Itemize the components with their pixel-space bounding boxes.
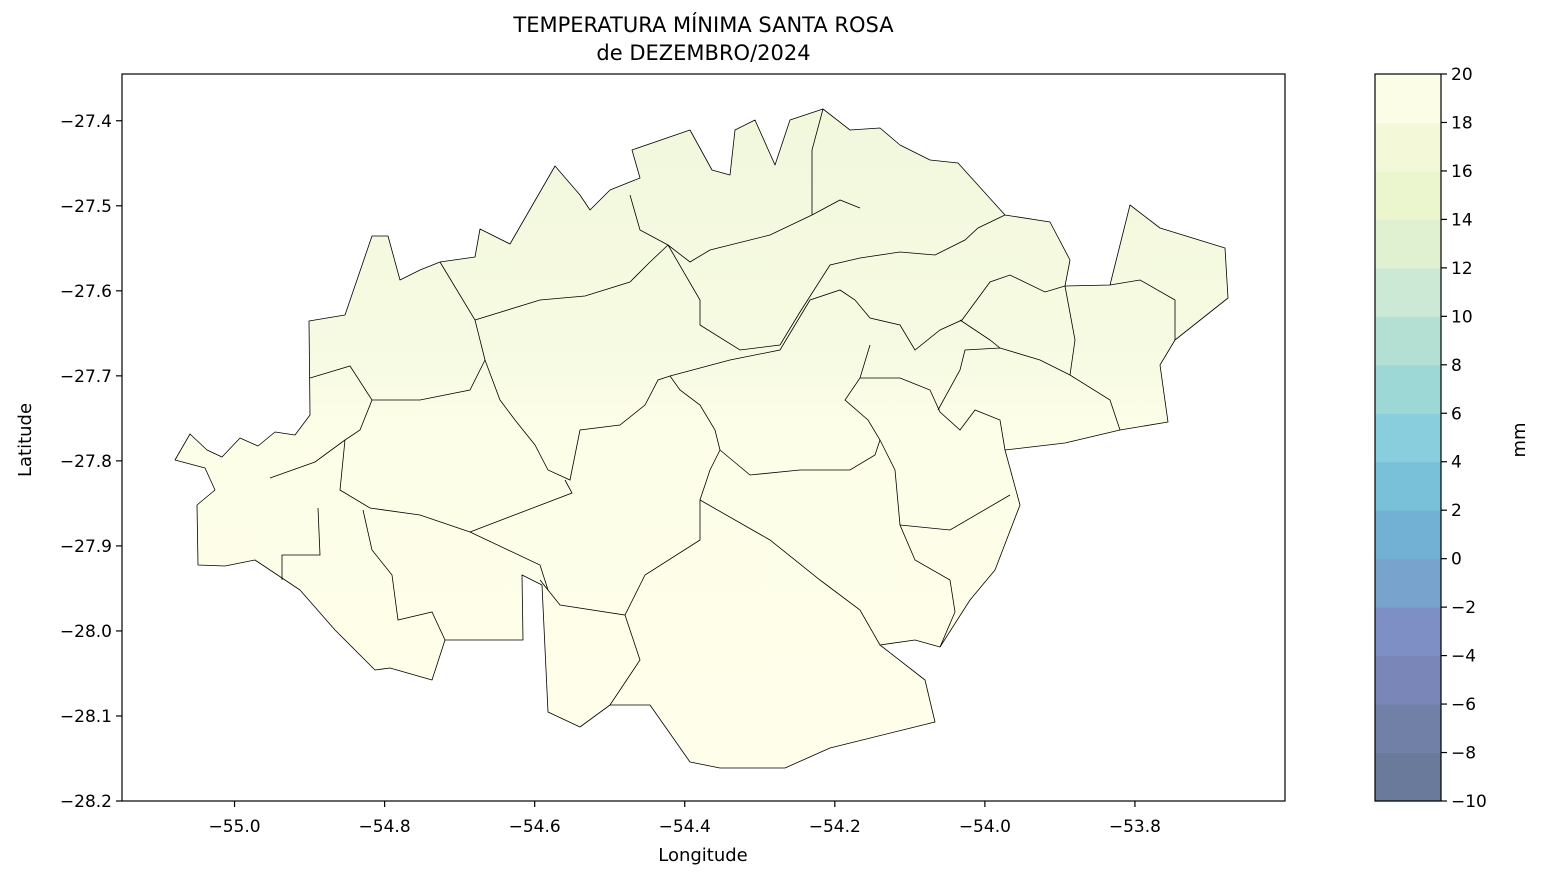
colorbar-frame bbox=[1374, 73, 1442, 802]
colorbar-tick-label: 18 bbox=[1451, 113, 1473, 133]
colorbar-tick-label: 10 bbox=[1451, 307, 1473, 327]
x-tick-label: −54.0 bbox=[959, 817, 1011, 837]
colorbar-band bbox=[1375, 170, 1441, 220]
y-tick-label: −27.5 bbox=[60, 197, 112, 217]
y-tick-label: −27.8 bbox=[60, 452, 112, 472]
colorbar-tick-label: 6 bbox=[1451, 404, 1462, 424]
district-borders bbox=[269, 108, 1176, 706]
colorbar-band bbox=[1375, 267, 1441, 317]
colorbar-band bbox=[1375, 219, 1441, 269]
colorbar-tick-label: 8 bbox=[1451, 356, 1462, 376]
y-tick-label: −28.2 bbox=[60, 792, 112, 812]
colorbar-tick-label: 2 bbox=[1451, 501, 1462, 521]
colorbar-tick-label: −10 bbox=[1451, 792, 1487, 812]
x-axis-ticks: −55.0 −54.8 −54.6 −54.4 −54.2 −54.0 −53.8 bbox=[208, 801, 1161, 837]
y-tick-label: −27.7 bbox=[60, 367, 112, 387]
colorbar-tick-label: −8 bbox=[1451, 744, 1476, 764]
chart-title-line1: TEMPERATURA MÍNIMA SANTA ROSA bbox=[513, 13, 894, 37]
x-tick-label: −54.6 bbox=[509, 817, 561, 837]
colorbar-band bbox=[1375, 510, 1441, 560]
colorbar-tick-label: 20 bbox=[1451, 65, 1473, 85]
colorbar-band bbox=[1375, 316, 1441, 366]
colorbar-band bbox=[1375, 74, 1441, 124]
colorbar bbox=[1375, 74, 1441, 802]
x-axis-label: Longitude bbox=[658, 845, 748, 866]
x-tick-label: −54.4 bbox=[659, 817, 711, 837]
colorbar-band bbox=[1375, 413, 1441, 463]
x-tick-label: −54.8 bbox=[359, 817, 411, 837]
y-axis-label: Latitude bbox=[15, 403, 36, 477]
colorbar-tick-label: 4 bbox=[1451, 453, 1462, 473]
y-tick-label: −28.0 bbox=[60, 622, 112, 642]
chart-title-line2: de DEZEMBRO/2024 bbox=[596, 41, 811, 65]
colorbar-band bbox=[1375, 122, 1441, 172]
colorbar-tick-label: 12 bbox=[1451, 259, 1473, 279]
region-outline bbox=[174, 108, 1229, 769]
y-tick-label: −27.6 bbox=[60, 282, 112, 302]
y-tick-label: −27.9 bbox=[60, 537, 112, 557]
x-tick-label: −53.8 bbox=[1109, 817, 1161, 837]
colorbar-tick-label: 14 bbox=[1451, 210, 1473, 230]
colorbar-band bbox=[1375, 364, 1441, 414]
colorbar-band bbox=[1375, 655, 1441, 705]
colorbar-band bbox=[1375, 607, 1441, 657]
colorbar-tick-label: −2 bbox=[1451, 598, 1476, 618]
y-axis-ticks: −27.4 −27.5 −27.6 −27.7 −27.8 −27.9 −28.0 −28.1… bbox=[60, 112, 122, 812]
colorbar-tick-label: −6 bbox=[1451, 695, 1476, 715]
colorbar-band bbox=[1375, 752, 1441, 802]
x-tick-label: −54.2 bbox=[809, 817, 861, 837]
colorbar-band bbox=[1375, 704, 1441, 754]
colorbar-band bbox=[1375, 461, 1441, 511]
plot-area-frame bbox=[121, 73, 1286, 802]
x-tick-label: −55.0 bbox=[208, 817, 260, 837]
colorbar-tick-label: 16 bbox=[1451, 162, 1473, 182]
colorbar-ticks: −10 −8 −6 −4 −2 0 2 4 6 8 10 12 14 16 18 20 bbox=[1441, 65, 1487, 812]
colorbar-tick-label: 0 bbox=[1451, 550, 1462, 570]
colorbar-tick-label: −4 bbox=[1451, 647, 1476, 667]
y-tick-label: −27.4 bbox=[60, 112, 112, 132]
colorbar-label: mm bbox=[1509, 422, 1530, 457]
colorbar-band bbox=[1375, 558, 1441, 608]
y-tick-label: −28.1 bbox=[60, 707, 112, 727]
